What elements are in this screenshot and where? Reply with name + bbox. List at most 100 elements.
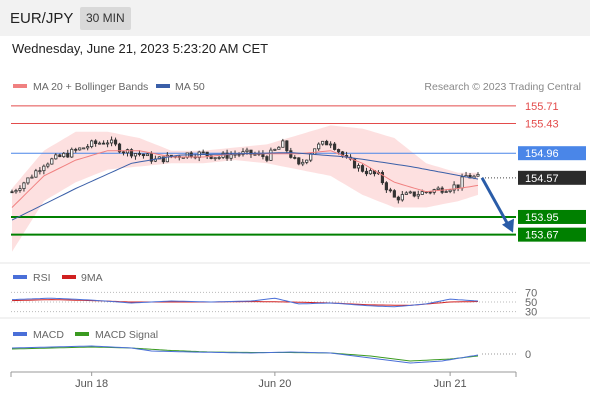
level-label-153.95: 153.95 <box>525 212 559 224</box>
timeframe-badge[interactable]: 30 MIN <box>80 7 131 30</box>
macd-legend-swatch <box>13 332 27 336</box>
candle-body <box>54 154 58 160</box>
candle-body <box>317 143 321 150</box>
candle-body <box>241 151 245 155</box>
candle-body <box>149 153 153 162</box>
level-label-153.67: 153.67 <box>525 230 559 242</box>
candle-body <box>201 151 205 154</box>
macd-level-label-0: 0 <box>525 349 531 361</box>
candle-body <box>229 154 233 159</box>
candle-body <box>217 157 221 159</box>
candle-body <box>38 170 42 173</box>
rsi-legend-label: RSI <box>33 272 51 284</box>
rsi-ma-legend-swatch <box>62 275 76 279</box>
candle-body <box>360 165 365 172</box>
macd-signal-line <box>11 346 479 362</box>
ma20-legend-swatch <box>13 84 27 88</box>
candle-body <box>285 140 289 152</box>
candle-body <box>277 146 281 150</box>
candle-body <box>145 153 150 157</box>
candle-body <box>368 170 373 175</box>
ma20-legend-label: MA 20 + Bollinger Bands <box>33 81 148 93</box>
candle-body <box>396 196 400 201</box>
macd-signal-legend-swatch <box>75 332 89 336</box>
ma50-line <box>11 152 479 221</box>
ma50-legend-swatch <box>156 84 170 88</box>
forecast-arrow-shaft <box>480 177 510 226</box>
candle-body <box>245 149 249 153</box>
candle-body <box>70 148 74 158</box>
candle-body <box>364 170 369 175</box>
candle-body <box>416 194 420 197</box>
candle-body <box>50 158 54 165</box>
candle-body <box>18 188 22 191</box>
candle-body <box>66 152 70 158</box>
macd-line <box>11 345 479 364</box>
candle-body <box>297 157 301 165</box>
candle-body <box>42 165 46 172</box>
candle-body <box>392 190 396 198</box>
candle-body <box>265 156 269 161</box>
candle-body <box>109 139 114 144</box>
candle-body <box>113 139 118 145</box>
candle-body <box>476 174 480 177</box>
candle-body <box>94 140 98 144</box>
candle-body <box>165 154 169 163</box>
candle-body <box>137 153 142 155</box>
candle-body <box>404 192 408 195</box>
candle-body <box>388 189 392 192</box>
candle-body <box>412 191 416 197</box>
candle-body <box>129 149 134 157</box>
candle-body <box>337 149 341 153</box>
candle-body <box>329 143 333 146</box>
level-label-154.96: 154.96 <box>525 148 559 160</box>
level-tag-154.57 <box>518 170 586 185</box>
macd-legend-label: MACD <box>33 329 64 341</box>
candle-body <box>141 153 146 157</box>
bollinger-band <box>12 125 478 252</box>
candle-body <box>213 157 217 160</box>
level-label-155.71: 155.71 <box>525 101 559 113</box>
main-panel: 155.71 155.43 154.96 154.57 153.95 153.67 <box>10 101 586 252</box>
candle-body <box>225 152 229 159</box>
candle-body <box>125 149 130 154</box>
candle-body <box>98 142 102 145</box>
rsi-ma-legend-label: 9MA <box>81 272 103 284</box>
candle-body <box>26 177 30 184</box>
candle-body <box>78 147 82 151</box>
level-tag-153.95 <box>518 209 586 224</box>
candle-body <box>293 157 297 159</box>
rsi-line <box>11 297 479 308</box>
candle-body <box>380 172 384 184</box>
candle-body <box>384 182 388 191</box>
candle-body <box>30 176 34 179</box>
rsi-level-label-70: 70 <box>525 287 537 299</box>
datetime-label: Wednesday, June 21, 2023 5:23:20 AM CET <box>12 41 269 56</box>
candle-body <box>456 184 460 189</box>
candle-body <box>58 154 62 158</box>
candle-body <box>74 148 78 151</box>
candle-body <box>82 147 86 150</box>
candle-body <box>181 156 185 159</box>
candle-body <box>356 165 361 169</box>
candle-body <box>452 184 456 191</box>
ma50-legend-label: MA 50 <box>175 81 205 93</box>
candle-body <box>444 191 448 193</box>
level-tag-153.67 <box>518 227 586 242</box>
candle-body <box>313 148 317 155</box>
x-tick-label: Jun 18 <box>75 378 108 390</box>
candle-body <box>321 140 325 145</box>
credit-label: Research © 2023 Trading Central <box>424 81 581 93</box>
level-label-155.43: 155.43 <box>525 119 559 131</box>
rsi-legend-swatch <box>13 275 27 279</box>
candle-body <box>133 153 138 157</box>
candle-body <box>253 153 257 156</box>
candle-body <box>269 149 273 161</box>
candle-body <box>301 161 305 165</box>
candle-body <box>34 170 38 178</box>
candle-body <box>22 182 26 189</box>
candle-body <box>62 152 66 158</box>
rsi-level-label-50: 50 <box>525 297 537 309</box>
candle-body <box>205 151 209 157</box>
